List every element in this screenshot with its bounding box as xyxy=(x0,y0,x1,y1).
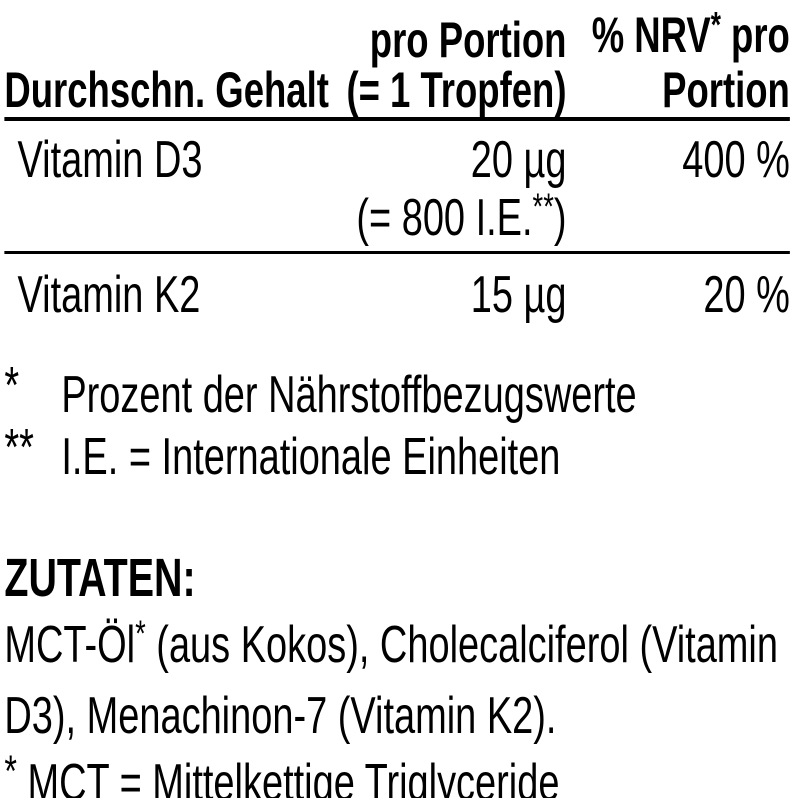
footnote-nrv-marker: * xyxy=(4,357,20,415)
footnote-nrv-text: Prozent der Nährstoffbezugswerte xyxy=(61,366,637,424)
footnote-ie: ** I.E. = Internationale Einheiten xyxy=(4,419,789,488)
row-d3-note-text: (= 800 I.E. xyxy=(356,189,533,247)
header-nrv-asterisk: * xyxy=(710,3,721,45)
row-d3-amount-cell: 20 µg (= 800 I.E.**) xyxy=(340,131,566,251)
row-d3-note-asterisks: ** xyxy=(532,185,554,228)
row-k2-nrv: 20 % xyxy=(703,266,790,324)
header-nrv-text: % NRV xyxy=(591,7,711,63)
ingredients-line-2: D3), Menachinon-7 (Vitamin K2). xyxy=(4,687,557,745)
row-k2-amount: 15 µg xyxy=(470,266,567,324)
mct-footnote-text: MCT = Mittelkettige Triglyceride xyxy=(16,754,560,798)
ingredients-line1-rest: (aus Kokos), Cholecalciferol (Vitamin xyxy=(145,616,778,674)
header-nrv: % NRV* pro Portion xyxy=(566,4,790,118)
ingredients-body: MCT-Öl* (aus Kokos), Cholecalciferol (Vi… xyxy=(4,612,789,798)
footnote-ie-text: I.E. = Internationale Einheiten xyxy=(61,428,561,486)
header-nrv-line1: % NRV* pro xyxy=(566,4,790,65)
table-row-vitamin-d3: Vitamin D3 20 µg (= 800 I.E.**) 400 % xyxy=(4,121,790,254)
header-avg-content: Durchschn. Gehalt xyxy=(4,65,340,115)
ingredients-section: ZUTATEN: MCT-Öl* (aus Kokos), Cholecalci… xyxy=(4,550,789,798)
ingredient-mct-oil: MCT-Öl xyxy=(4,616,136,674)
header-nrv-line2: Portion xyxy=(662,62,790,118)
row-k2-name: Vitamin K2 xyxy=(17,266,201,324)
nutrition-table-header: Durchschn. Gehalt pro Portion (= 1 Tropf… xyxy=(4,4,790,121)
header-per-portion: pro Portion (= 1 Tropfen) xyxy=(340,15,566,115)
header-avg-content-label: Durchschn. Gehalt xyxy=(4,62,329,118)
row-d3-amount-note: (= 800 I.E.**) xyxy=(340,185,567,251)
header-per-portion-line2: (= 1 Tropfen) xyxy=(346,62,567,118)
ingredients-line-1: MCT-Öl* (aus Kokos), Cholecalciferol (Vi… xyxy=(4,612,789,683)
row-d3-note-close: ) xyxy=(553,189,567,247)
table-row-vitamin-k2: Vitamin K2 15 µg 20 % xyxy=(4,254,790,324)
ingredient-mct-asterisk: * xyxy=(135,612,146,655)
footnote-nrv: * Prozent der Nährstoffbezugswerte xyxy=(4,357,789,426)
row-d3-name: Vitamin D3 xyxy=(17,131,203,189)
mct-footnote: * MCT = Mittelkettige Triglyceride xyxy=(4,746,789,798)
mct-footnote-marker: * xyxy=(4,746,17,796)
header-per-portion-line1: pro Portion xyxy=(369,12,567,68)
footnote-ie-marker: ** xyxy=(4,419,34,477)
footnotes: * Prozent der Nährstoffbezugswerte ** I.… xyxy=(4,357,789,488)
row-d3-amount: 20 µg xyxy=(470,131,567,189)
row-d3-nrv: 400 % xyxy=(682,131,790,189)
ingredients-heading: ZUTATEN: xyxy=(4,548,196,608)
header-nrv-pro: pro xyxy=(720,7,790,63)
